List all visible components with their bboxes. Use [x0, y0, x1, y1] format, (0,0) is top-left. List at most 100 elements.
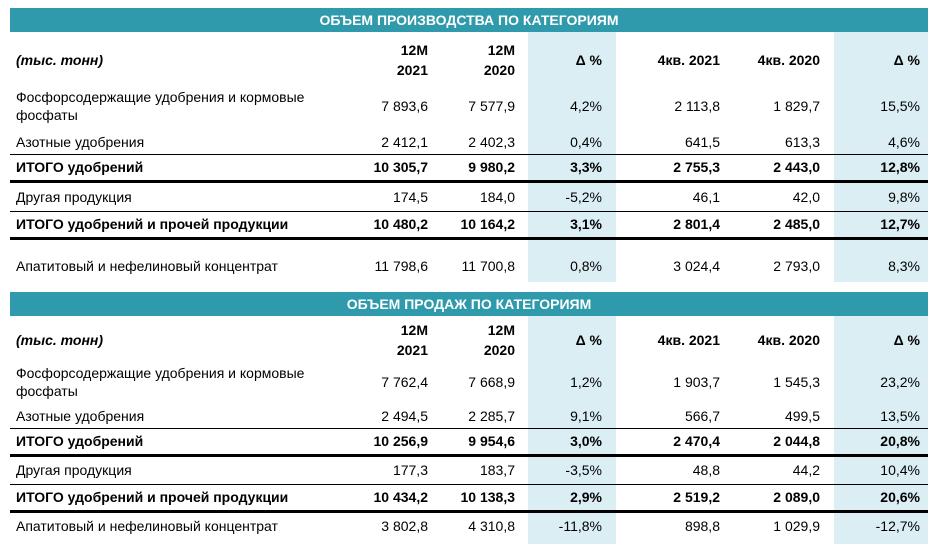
col-header-q4-2020: 4кв. 2020 — [757, 52, 820, 68]
cell-delta: 1,2% — [570, 374, 602, 390]
row-divider — [10, 484, 928, 485]
col-header-delta: Δ % — [575, 332, 602, 348]
header-row: (тыс. тонн) 12M 2021 12M 2020 Δ % 4кв. 202… — [10, 318, 928, 362]
row-label: Фосфорсодержащие удобрения и кормовые фо… — [16, 365, 305, 399]
cell-12m-2021: 3 802,8 — [381, 518, 428, 534]
table-row: Апатитовый и нефелиновый концентрат 11 7… — [10, 254, 928, 278]
cell-delta: 9,1% — [570, 408, 602, 424]
row-divider-thick — [10, 510, 928, 513]
cell-delta-q: 4,6% — [888, 134, 920, 150]
cell-delta: 0,4% — [570, 134, 602, 150]
row-label: Азотные удобрения — [16, 134, 145, 150]
col-header-q4-2020: 4кв. 2020 — [757, 332, 820, 348]
row-label: Азотные удобрения — [16, 408, 145, 424]
row-divider — [10, 428, 928, 429]
cell-q4-2020: 2 793,0 — [773, 258, 820, 274]
col-header-q4-2021: 4кв. 2021 — [657, 52, 720, 68]
cell-delta-q: 23,2% — [880, 374, 920, 390]
cell-12m-2021: 10 256,9 — [373, 433, 429, 449]
delta-column-shade — [834, 32, 928, 282]
col-header-12m-2021: 12M 2021 — [396, 322, 428, 358]
cell-delta-q: 12,7% — [880, 216, 920, 232]
row-label: Фосфорсодержащие удобрения и кормовые фо… — [16, 89, 305, 123]
cell-delta-q: -12,7% — [875, 518, 920, 534]
cell-delta-q: 10,4% — [880, 462, 920, 478]
cell-q4-2020: 2 089,0 — [773, 489, 820, 505]
cell-delta-q: 20,6% — [880, 489, 920, 505]
col-header-delta-q: Δ % — [893, 52, 920, 68]
cell-q4-2021: 898,8 — [684, 518, 720, 534]
cell-12m-2020: 2 402,3 — [468, 134, 515, 150]
cell-q4-2021: 566,7 — [684, 408, 720, 424]
cell-q4-2020: 44,2 — [792, 462, 820, 478]
section-title: ОБЪЕМ ПРОИЗВОДСТВА ПО КАТЕГОРИЯМ — [10, 8, 928, 32]
cell-delta: 3,0% — [570, 433, 602, 449]
cell-q4-2020: 2 044,8 — [773, 433, 820, 449]
cell-delta: 0,8% — [570, 258, 602, 274]
cell-12m-2020: 7 577,9 — [468, 98, 515, 114]
col-header-q4-2021: 4кв. 2021 — [657, 332, 720, 348]
cell-12m-2021: 10 305,7 — [373, 159, 429, 175]
cell-q4-2020: 1 829,7 — [773, 98, 820, 114]
table-row: Азотные удобрения 2 494,5 2 285,7 9,1% 5… — [10, 404, 928, 428]
cell-12m-2021: 7 893,6 — [381, 98, 428, 114]
cell-q4-2021: 2 755,3 — [673, 159, 720, 175]
cell-q4-2020: 2 443,0 — [773, 159, 820, 175]
col-header-delta: Δ % — [575, 52, 602, 68]
cell-12m-2020: 9 980,2 — [468, 159, 515, 175]
cell-q4-2021: 2 519,2 — [673, 489, 720, 505]
total-row: ИТОГО удобрений 10 256,9 9 954,6 3,0% 2 … — [10, 429, 928, 453]
cell-delta-q: 20,8% — [880, 433, 920, 449]
cell-12m-2020: 4 310,8 — [468, 518, 515, 534]
cell-q4-2021: 46,1 — [692, 189, 720, 205]
delta-column-shade — [834, 316, 928, 544]
total-row: ИТОГО удобрений и прочей продукции 10 43… — [10, 485, 928, 509]
cell-q4-2020: 613,3 — [784, 134, 820, 150]
col-header-delta-q: Δ % — [893, 332, 920, 348]
table-row: Апатитовый и нефелиновый концентрат 3 80… — [10, 514, 928, 538]
cell-12m-2020: 9 954,6 — [468, 433, 515, 449]
cell-q4-2021: 3 024,4 — [673, 258, 720, 274]
cell-delta-q: 15,5% — [880, 98, 920, 114]
cell-12m-2021: 7 762,4 — [381, 374, 428, 390]
cell-q4-2021: 2 113,8 — [674, 98, 720, 114]
cell-q4-2021: 2 801,4 — [673, 216, 720, 232]
row-label: Другая продукция — [16, 462, 132, 478]
col-header-12m-2020: 12M 2020 — [483, 322, 515, 358]
cell-12m-2021: 2 494,5 — [381, 408, 428, 424]
cell-delta: -3,5% — [565, 462, 602, 478]
table-row: Фосфорсодержащие удобрения и кормовые фо… — [10, 360, 928, 404]
cell-delta-q: 9,8% — [888, 189, 920, 205]
cell-delta: 4,2% — [570, 98, 602, 114]
total-row: ИТОГО удобрений 10 305,7 9 980,2 3,3% 2 … — [10, 155, 928, 179]
total-row: ИТОГО удобрений и прочей продукции 10 48… — [10, 212, 928, 236]
col-header-12m-2020: 12M 2020 — [483, 42, 515, 78]
row-divider-thick — [10, 237, 928, 240]
cell-q4-2020: 1 029,9 — [773, 518, 820, 534]
cell-delta: 2,9% — [570, 489, 602, 505]
unit-label: (тыс. тонн) — [16, 332, 104, 348]
production-table: ОБЪЕМ ПРОИЗВОДСТВА ПО КАТЕГОРИЯМ (тыс. т… — [10, 8, 928, 282]
delta-column-shade — [528, 32, 616, 282]
cell-delta-q: 13,5% — [880, 408, 920, 424]
cell-q4-2021: 1 903,7 — [673, 374, 720, 390]
row-label: ИТОГО удобрений и прочей продукции — [16, 489, 289, 505]
row-divider — [10, 154, 928, 155]
table-row: Фосфорсодержащие удобрения и кормовые фо… — [10, 84, 928, 128]
table-row: Другая продукция 174,5 184,0 -5,2% 46,1 … — [10, 185, 928, 209]
row-divider — [10, 211, 928, 212]
cell-q4-2020: 2 485,0 — [773, 216, 820, 232]
unit-label: (тыс. тонн) — [16, 52, 104, 68]
section-title: ОБЪЕМ ПРОДАЖ ПО КАТЕГОРИЯМ — [10, 292, 928, 316]
cell-12m-2020: 2 285,7 — [468, 408, 515, 424]
cell-12m-2020: 10 164,2 — [460, 216, 516, 232]
cell-12m-2021: 11 798,6 — [374, 258, 428, 274]
cell-12m-2021: 2 412,1 — [381, 134, 428, 150]
row-label: Апатитовый и нефелиновый концентрат — [16, 258, 278, 274]
sales-table: ОБЪЕМ ПРОДАЖ ПО КАТЕГОРИЯМ (тыс. тонн) 1… — [10, 292, 928, 544]
cell-delta-q: 8,3% — [888, 258, 920, 274]
cell-q4-2020: 499,5 — [784, 408, 820, 424]
cell-12m-2020: 7 668,9 — [468, 374, 515, 390]
cell-q4-2021: 48,8 — [692, 462, 720, 478]
cell-q4-2020: 1 545,3 — [773, 374, 820, 390]
